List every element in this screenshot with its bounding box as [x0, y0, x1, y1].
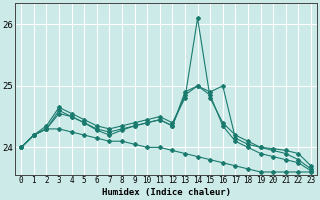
X-axis label: Humidex (Indice chaleur): Humidex (Indice chaleur)	[101, 188, 231, 197]
